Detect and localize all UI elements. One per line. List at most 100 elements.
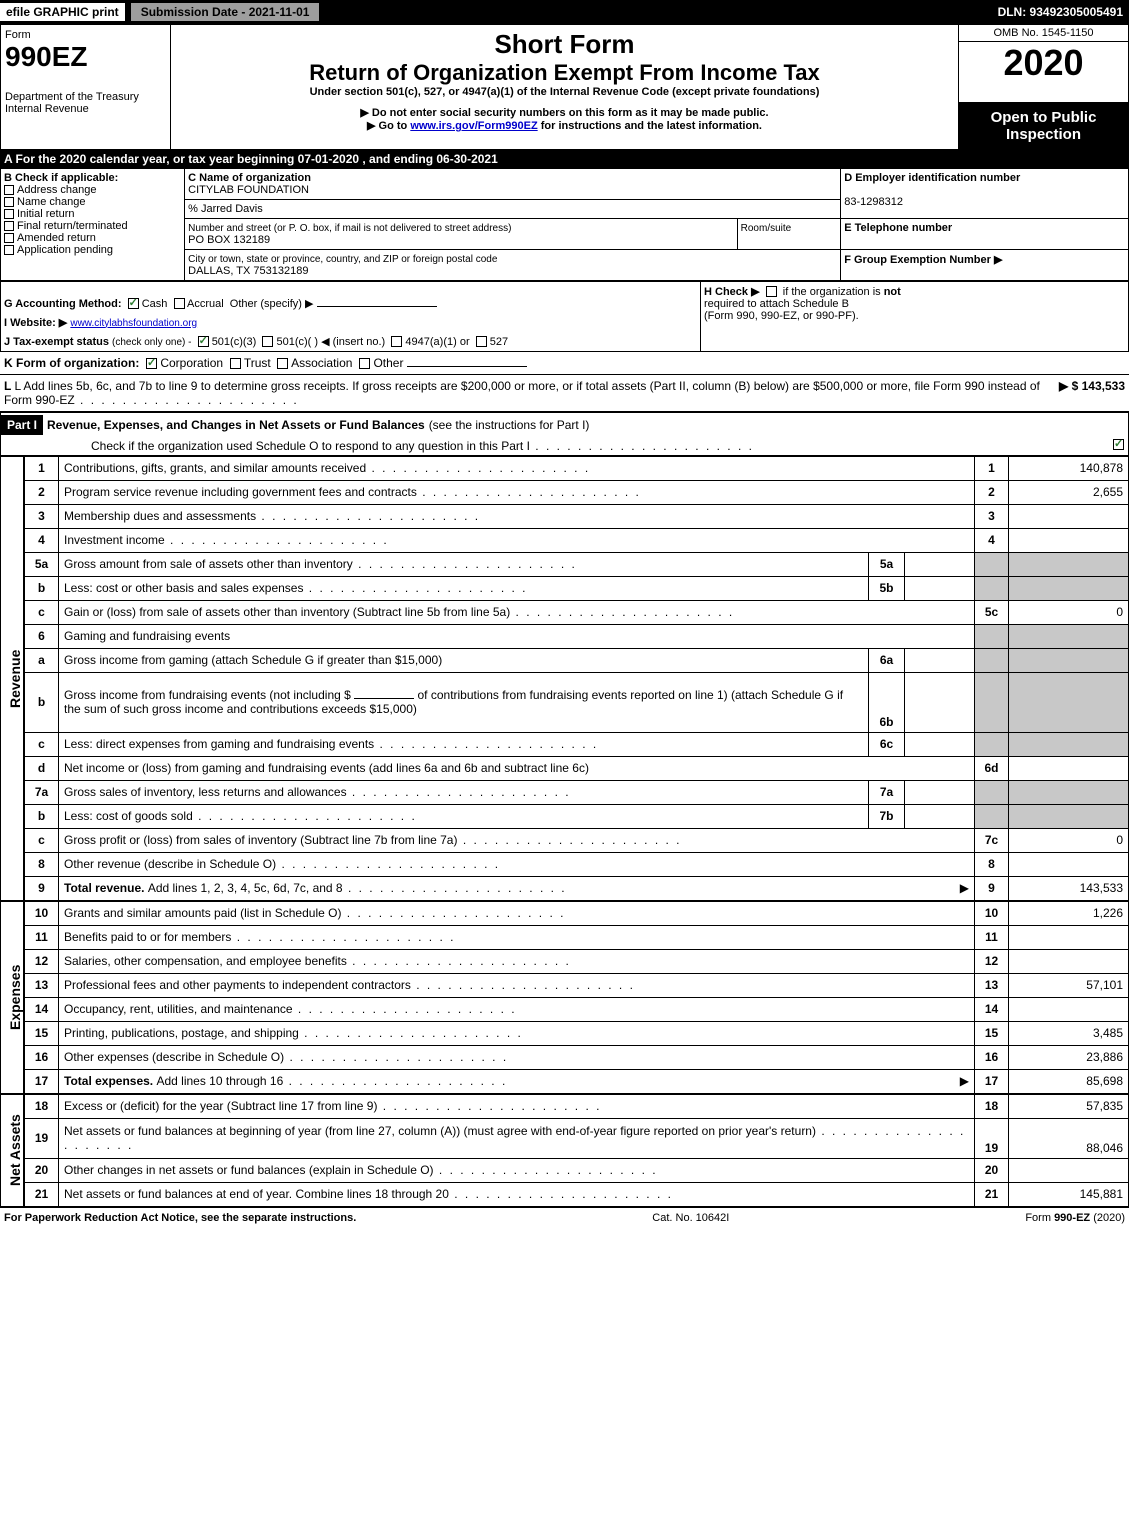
amt-value: [1009, 949, 1129, 973]
line-num: 16: [25, 1045, 59, 1069]
amt-value: 0: [1009, 600, 1129, 624]
cash-checkbox[interactable]: [128, 298, 139, 309]
initial-return-label: Initial return: [17, 208, 74, 220]
shaded-cell: [1009, 624, 1129, 648]
irs-link[interactable]: www.irs.gov/Form990EZ: [410, 120, 537, 132]
amended-return-checkbox[interactable]: [4, 233, 14, 243]
other-org-input[interactable]: [407, 366, 527, 367]
amt-label: 2: [975, 480, 1009, 504]
527-label: 527: [490, 336, 508, 348]
line-10: 10 Grants and similar amounts paid (list…: [25, 901, 1129, 925]
line-21: 21 Net assets or fund balances at end of…: [25, 1182, 1129, 1206]
amt-value: 88,046: [1009, 1118, 1129, 1158]
line-num: b: [25, 576, 59, 600]
amt-label: 4: [975, 528, 1009, 552]
sched-b-checkbox[interactable]: [766, 286, 777, 297]
trust-checkbox[interactable]: [230, 358, 241, 369]
line-desc: Other revenue (describe in Schedule O): [64, 857, 276, 871]
name-change-checkbox[interactable]: [4, 197, 14, 207]
amt-value: [1009, 852, 1129, 876]
accrual-label: Accrual: [187, 298, 224, 310]
assoc-checkbox[interactable]: [277, 358, 288, 369]
amt-label: 17: [975, 1069, 1009, 1093]
line-8: 8 Other revenue (describe in Schedule O)…: [25, 852, 1129, 876]
line-14: 14 Occupancy, rent, utilities, and maint…: [25, 997, 1129, 1021]
line-desc: Less: cost of goods sold: [64, 809, 193, 823]
line-num: 6: [25, 624, 59, 648]
section-i-label: I Website: ▶: [4, 317, 67, 329]
line-num: 5a: [25, 552, 59, 576]
shaded-cell: [1009, 672, 1129, 732]
other-org-checkbox[interactable]: [359, 358, 370, 369]
pct-name: % Jarred Davis: [188, 203, 263, 215]
netassets-vert-label: Net Assets: [0, 1094, 24, 1207]
amt-label: 15: [975, 1021, 1009, 1045]
line-desc: Net income or (loss) from gaming and fun…: [64, 761, 589, 775]
501c3-checkbox[interactable]: [198, 336, 209, 347]
shaded-cell: [975, 552, 1009, 576]
name-change-label: Name change: [17, 196, 86, 208]
amt-value: 0: [1009, 828, 1129, 852]
address-change-label: Address change: [17, 184, 97, 196]
shaded-cell: [975, 624, 1009, 648]
amt-label: 9: [975, 876, 1009, 900]
line-desc: Grants and similar amounts paid (list in…: [64, 906, 341, 920]
final-return-label: Final return/terminated: [17, 220, 128, 232]
revenue-table: 1 Contributions, gifts, grants, and simi…: [24, 456, 1129, 901]
final-return-checkbox[interactable]: [4, 221, 14, 231]
sub-amt: [905, 672, 975, 732]
section-l-value: ▶ $ 143,533: [1059, 379, 1125, 407]
amt-value: 23,886: [1009, 1045, 1129, 1069]
part-1-paren: (see the instructions for Part I): [429, 418, 590, 432]
amt-value: [1009, 925, 1129, 949]
netassets-section: Net Assets 18 Excess or (deficit) for th…: [0, 1094, 1129, 1207]
other-method-label: Other (specify) ▶: [230, 298, 314, 310]
accrual-checkbox[interactable]: [174, 298, 185, 309]
shaded-cell: [1009, 732, 1129, 756]
contrib-input[interactable]: [354, 698, 414, 699]
527-checkbox[interactable]: [476, 336, 487, 347]
501c-checkbox[interactable]: [262, 336, 273, 347]
line-20: 20 Other changes in net assets or fund b…: [25, 1158, 1129, 1182]
street-value: PO BOX 132189: [188, 234, 270, 246]
line-3: 3 Membership dues and assessments 3: [25, 504, 1129, 528]
line-desc: Occupancy, rent, utilities, and maintena…: [64, 1002, 293, 1016]
line-num: c: [25, 600, 59, 624]
line-desc: Printing, publications, postage, and shi…: [64, 1026, 299, 1040]
efile-print-label[interactable]: efile GRAPHIC print: [0, 3, 125, 21]
initial-return-checkbox[interactable]: [4, 209, 14, 219]
line-12: 12 Salaries, other compensation, and emp…: [25, 949, 1129, 973]
expenses-section: Expenses 10 Grants and similar amounts p…: [0, 901, 1129, 1094]
line-18: 18 Excess or (deficit) for the year (Sub…: [25, 1094, 1129, 1118]
section-e-label: E Telephone number: [844, 222, 952, 234]
sub-label: 6c: [869, 732, 905, 756]
sub-label: 5b: [869, 576, 905, 600]
address-change-checkbox[interactable]: [4, 185, 14, 195]
corp-label: Corporation: [160, 356, 223, 370]
app-pending-checkbox[interactable]: [4, 245, 14, 255]
shaded-cell: [975, 780, 1009, 804]
sub-amt: [905, 732, 975, 756]
line-desc: Professional fees and other payments to …: [64, 978, 411, 992]
submission-date-label: Submission Date - 2021-11-01: [129, 1, 322, 23]
h-text1: if the organization is: [783, 286, 884, 298]
shaded-cell: [975, 732, 1009, 756]
shaded-cell: [975, 576, 1009, 600]
line-desc: Less: cost or other basis and sales expe…: [64, 581, 303, 595]
sub-label: 5a: [869, 552, 905, 576]
corp-checkbox[interactable]: [146, 358, 157, 369]
form-ref-pre: Form: [1025, 1212, 1054, 1224]
amt-label: 10: [975, 901, 1009, 925]
line-num: 4: [25, 528, 59, 552]
line-num: 9: [25, 876, 59, 900]
line-num: 12: [25, 949, 59, 973]
section-b-label: B Check if applicable:: [4, 172, 181, 184]
website-link[interactable]: www.citylabhsfoundation.org: [70, 318, 197, 329]
shaded-cell: [1009, 552, 1129, 576]
line-desc: Investment income: [64, 533, 165, 547]
h-not: not: [884, 286, 901, 298]
subtitle: Under section 501(c), 527, or 4947(a)(1)…: [175, 86, 954, 98]
schedule-o-checkbox[interactable]: [1113, 439, 1124, 450]
4947-checkbox[interactable]: [391, 336, 402, 347]
other-method-input[interactable]: [317, 306, 437, 307]
